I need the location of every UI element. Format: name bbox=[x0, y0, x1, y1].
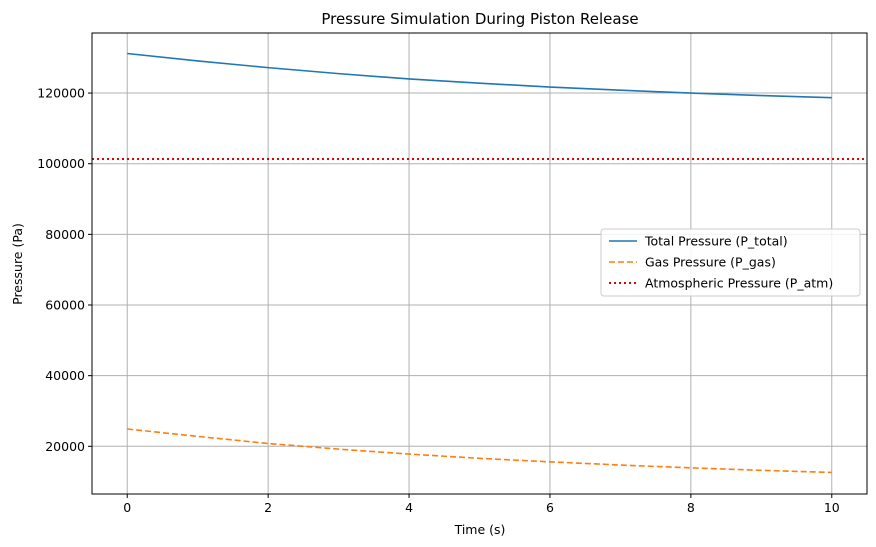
legend: Total Pressure (P_total) Gas Pressure (P_… bbox=[600, 228, 861, 297]
x-tick-label: 2 bbox=[264, 500, 272, 515]
x-tick-label: 10 bbox=[824, 500, 840, 515]
series-line-0 bbox=[127, 52, 832, 99]
legend-box bbox=[600, 228, 861, 297]
x-tick-label: 6 bbox=[546, 500, 554, 515]
legend-label-1: Gas Pressure (P_gas) bbox=[645, 255, 776, 270]
legend-label-2: Atmospheric Pressure (P_atm) bbox=[645, 276, 833, 291]
x-tick-label: 4 bbox=[405, 500, 413, 515]
y-tick-label: 80000 bbox=[45, 227, 85, 242]
x-tick-label: 0 bbox=[123, 500, 131, 515]
ticks: 0 2 4 6 8 10 20000 40000 60000 80000 100000 120000 bbox=[37, 86, 839, 515]
chart-title: Pressure Simulation During Piston Releas… bbox=[321, 10, 638, 28]
y-axis-title: Pressure (Pa) bbox=[10, 223, 25, 305]
y-tick-label: 20000 bbox=[45, 439, 85, 454]
y-tick-label: 100000 bbox=[37, 156, 85, 171]
x-tick-label: 8 bbox=[687, 500, 695, 515]
plot-frame bbox=[91, 32, 868, 495]
x-axis-title: Time (s) bbox=[454, 522, 506, 537]
y-tick-label: 60000 bbox=[45, 298, 85, 313]
series-layer bbox=[92, 52, 867, 474]
y-tick-label: 120000 bbox=[37, 86, 85, 101]
y-tick-label: 40000 bbox=[45, 368, 85, 383]
series-line-1 bbox=[127, 428, 832, 474]
legend-label-0: Total Pressure (P_total) bbox=[644, 234, 788, 249]
